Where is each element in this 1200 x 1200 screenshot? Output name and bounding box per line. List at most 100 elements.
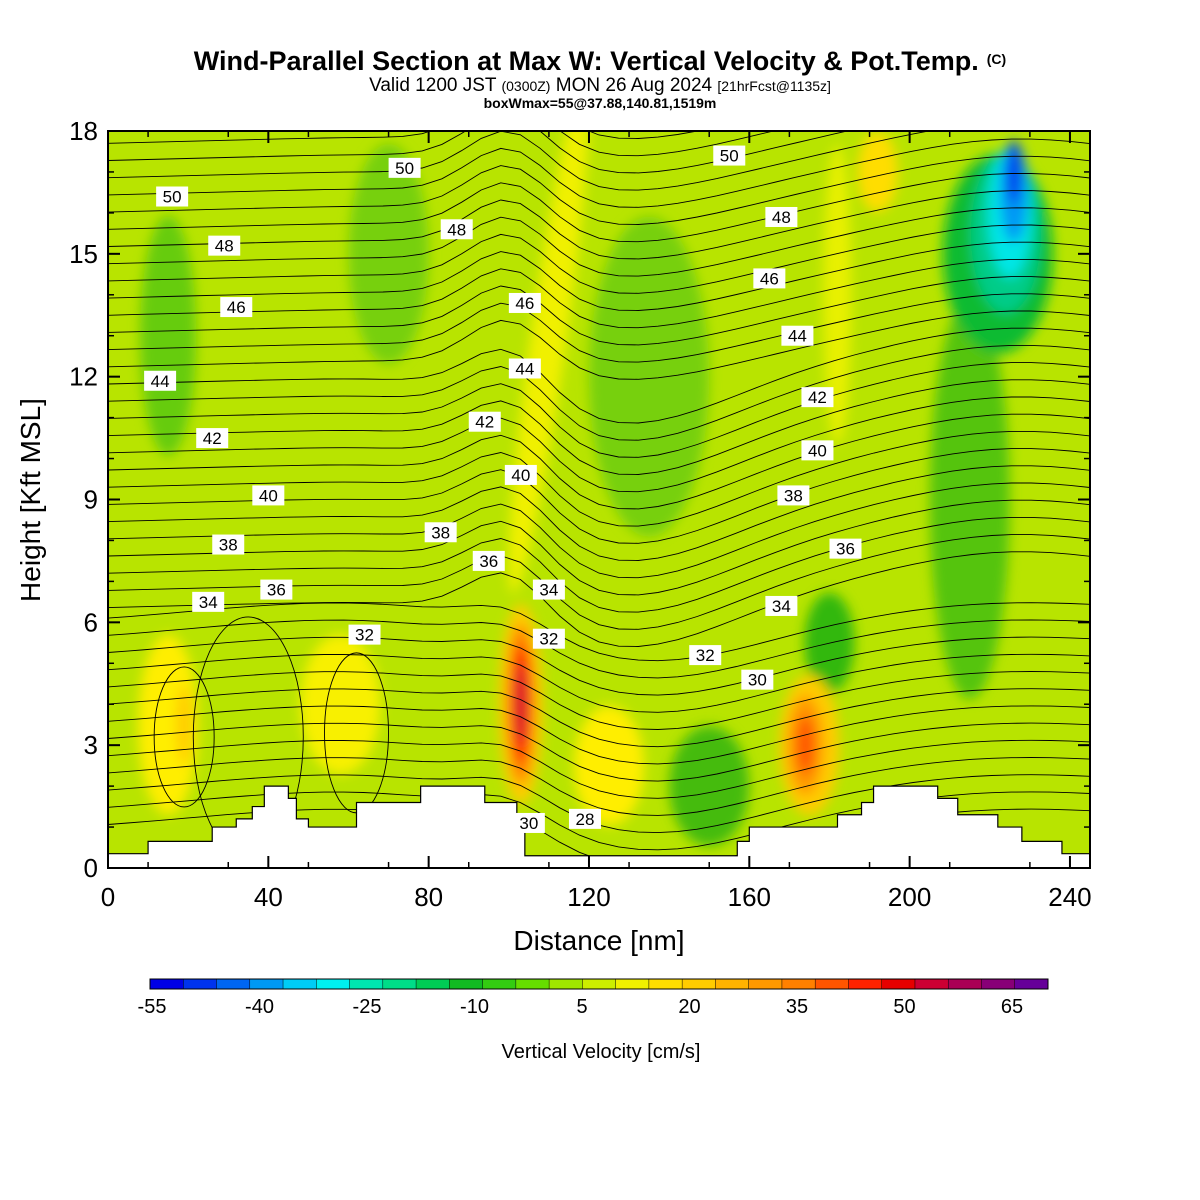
- theta-label-text: 32: [539, 630, 558, 649]
- theta-label-box: [468, 411, 501, 432]
- theta-contour: [108, 516, 1090, 613]
- theta-label-box: [781, 325, 814, 346]
- colorbar-label: Vertical Velocity [cm/s]: [502, 1041, 701, 1063]
- colorbar: -55 -40 -25 -10 5 20 35 50 65: [138, 978, 1049, 1018]
- theta-label-text: 44: [515, 359, 534, 378]
- theta-label-box: [801, 387, 834, 408]
- theta-label: 40: [504, 464, 537, 485]
- theta-label: 38: [777, 485, 810, 506]
- theta-label-box: [348, 624, 381, 645]
- x-axis-label: Distance [nm]: [513, 925, 684, 956]
- theta-label: 34: [532, 579, 565, 600]
- theta-contour: [108, 430, 1090, 527]
- y-tick-label: 15: [69, 239, 98, 269]
- colorbar-swatch: [914, 979, 949, 989]
- colorbar-swatch: [781, 979, 816, 989]
- chart-title-text: Wind-Parallel Section at Max W: Vertical…: [193, 46, 979, 76]
- theta-label-box: [508, 358, 541, 379]
- theta-label-box: [192, 591, 225, 612]
- max-updraft-core: [515, 664, 526, 745]
- theta-label-text: 40: [808, 441, 827, 460]
- theta-label: 34: [192, 591, 225, 612]
- colorbar-tick-label: -10: [460, 996, 489, 1018]
- theta-label-text: 38: [784, 486, 803, 505]
- theta-label: 36: [472, 550, 505, 571]
- colorbar-swatch: [815, 979, 849, 989]
- downdraft-band: [929, 299, 1010, 700]
- contour-labels: 50 50 50 48 48 48 46 46 46 44 44 44 42 42 42 40 40 40 38 38…: [144, 145, 862, 833]
- potential-temperature-contours: [108, 131, 1090, 868]
- theta-label-text: 44: [788, 327, 807, 346]
- theta-contour: [108, 653, 1090, 713]
- theta-label-box: [220, 297, 253, 318]
- theta-contour: [108, 379, 1090, 475]
- colorbar-swatch: [316, 979, 351, 989]
- theta-contour: [108, 131, 850, 174]
- theta-label-box: [388, 157, 421, 178]
- theta-label-box: [568, 808, 601, 829]
- theta-contour: [108, 155, 1090, 225]
- updraft-region: [300, 634, 381, 775]
- theta-label: 38: [424, 522, 457, 543]
- valid-time-utc: (0300Z): [501, 78, 551, 94]
- theta-label-text: 40: [511, 466, 530, 485]
- theta-label: 48: [765, 206, 798, 227]
- colorbar-swatch: [283, 979, 317, 989]
- x-tick-label: 240: [1048, 882, 1091, 912]
- theta-label: 36: [260, 579, 293, 600]
- x-tick-label: 80: [414, 882, 443, 912]
- copyright-mark: (C): [986, 51, 1007, 67]
- theta-label-box: [777, 485, 810, 506]
- theta-label: 46: [508, 292, 541, 313]
- theta-label-text: 50: [720, 147, 739, 166]
- valid-time-line: Valid 1200 JST (0300Z) MON 26 Aug 2024 […: [0, 76, 1200, 96]
- chart-title: Wind-Parallel Section at Max W: Vertical…: [0, 44, 1200, 76]
- theta-label: 48: [208, 235, 241, 256]
- theta-label-text: 38: [431, 523, 450, 542]
- theta-label-box: [440, 219, 473, 240]
- theta-label: 30: [512, 812, 545, 833]
- colorbar-tick-label: 35: [786, 996, 808, 1018]
- theta-contour: [108, 396, 1090, 493]
- theta-label: 30: [741, 669, 774, 690]
- theta-contour: [108, 293, 1090, 363]
- theta-label-text: 46: [227, 298, 246, 317]
- colorbar-swatch: [1014, 979, 1049, 989]
- theta-label-text: 48: [215, 237, 234, 256]
- theta-contour: [108, 241, 1090, 311]
- colorbar-swatch: [981, 979, 1016, 989]
- theta-label-box: [156, 186, 189, 207]
- closed-theta-contour: [153, 666, 215, 808]
- theta-label-box: [504, 464, 537, 485]
- theta-label-box: [260, 579, 293, 600]
- theta-label-box: [753, 268, 786, 289]
- theta-contour: [108, 619, 1090, 679]
- theta-label: 50: [388, 157, 421, 178]
- downdraft-band: [348, 143, 429, 364]
- theta-label-box: [208, 235, 241, 256]
- theta-label-text: 30: [748, 671, 767, 690]
- theta-label: 48: [440, 219, 473, 240]
- theta-label-text: 42: [808, 388, 827, 407]
- y-tick-label: 12: [69, 362, 98, 392]
- box-wmax-info: boxWmax=55@37.88,140.81,1519m: [483, 95, 717, 111]
- theta-label-box: [689, 645, 722, 666]
- colorbar-swatch: [549, 979, 583, 989]
- y-tick-label: 18: [69, 116, 98, 146]
- theta-label: 32: [348, 624, 381, 645]
- theta-label-box: [424, 522, 457, 543]
- theta-label-box: [252, 485, 285, 506]
- colorbar-swatch: [848, 979, 883, 989]
- downdraft-core: [1005, 139, 1022, 204]
- theta-contour: [108, 465, 1090, 561]
- theta-label-text: 50: [395, 159, 414, 178]
- theta-label: 44: [508, 358, 541, 379]
- theta-contour: [108, 310, 1090, 380]
- theta-label-text: 32: [696, 646, 715, 665]
- updraft-region: [574, 705, 645, 826]
- theta-label-box: [508, 292, 541, 313]
- x-tick-label: 200: [888, 882, 931, 912]
- theta-contour: [108, 258, 1090, 329]
- theta-contour: [108, 722, 1090, 782]
- theta-label-box: [741, 669, 774, 690]
